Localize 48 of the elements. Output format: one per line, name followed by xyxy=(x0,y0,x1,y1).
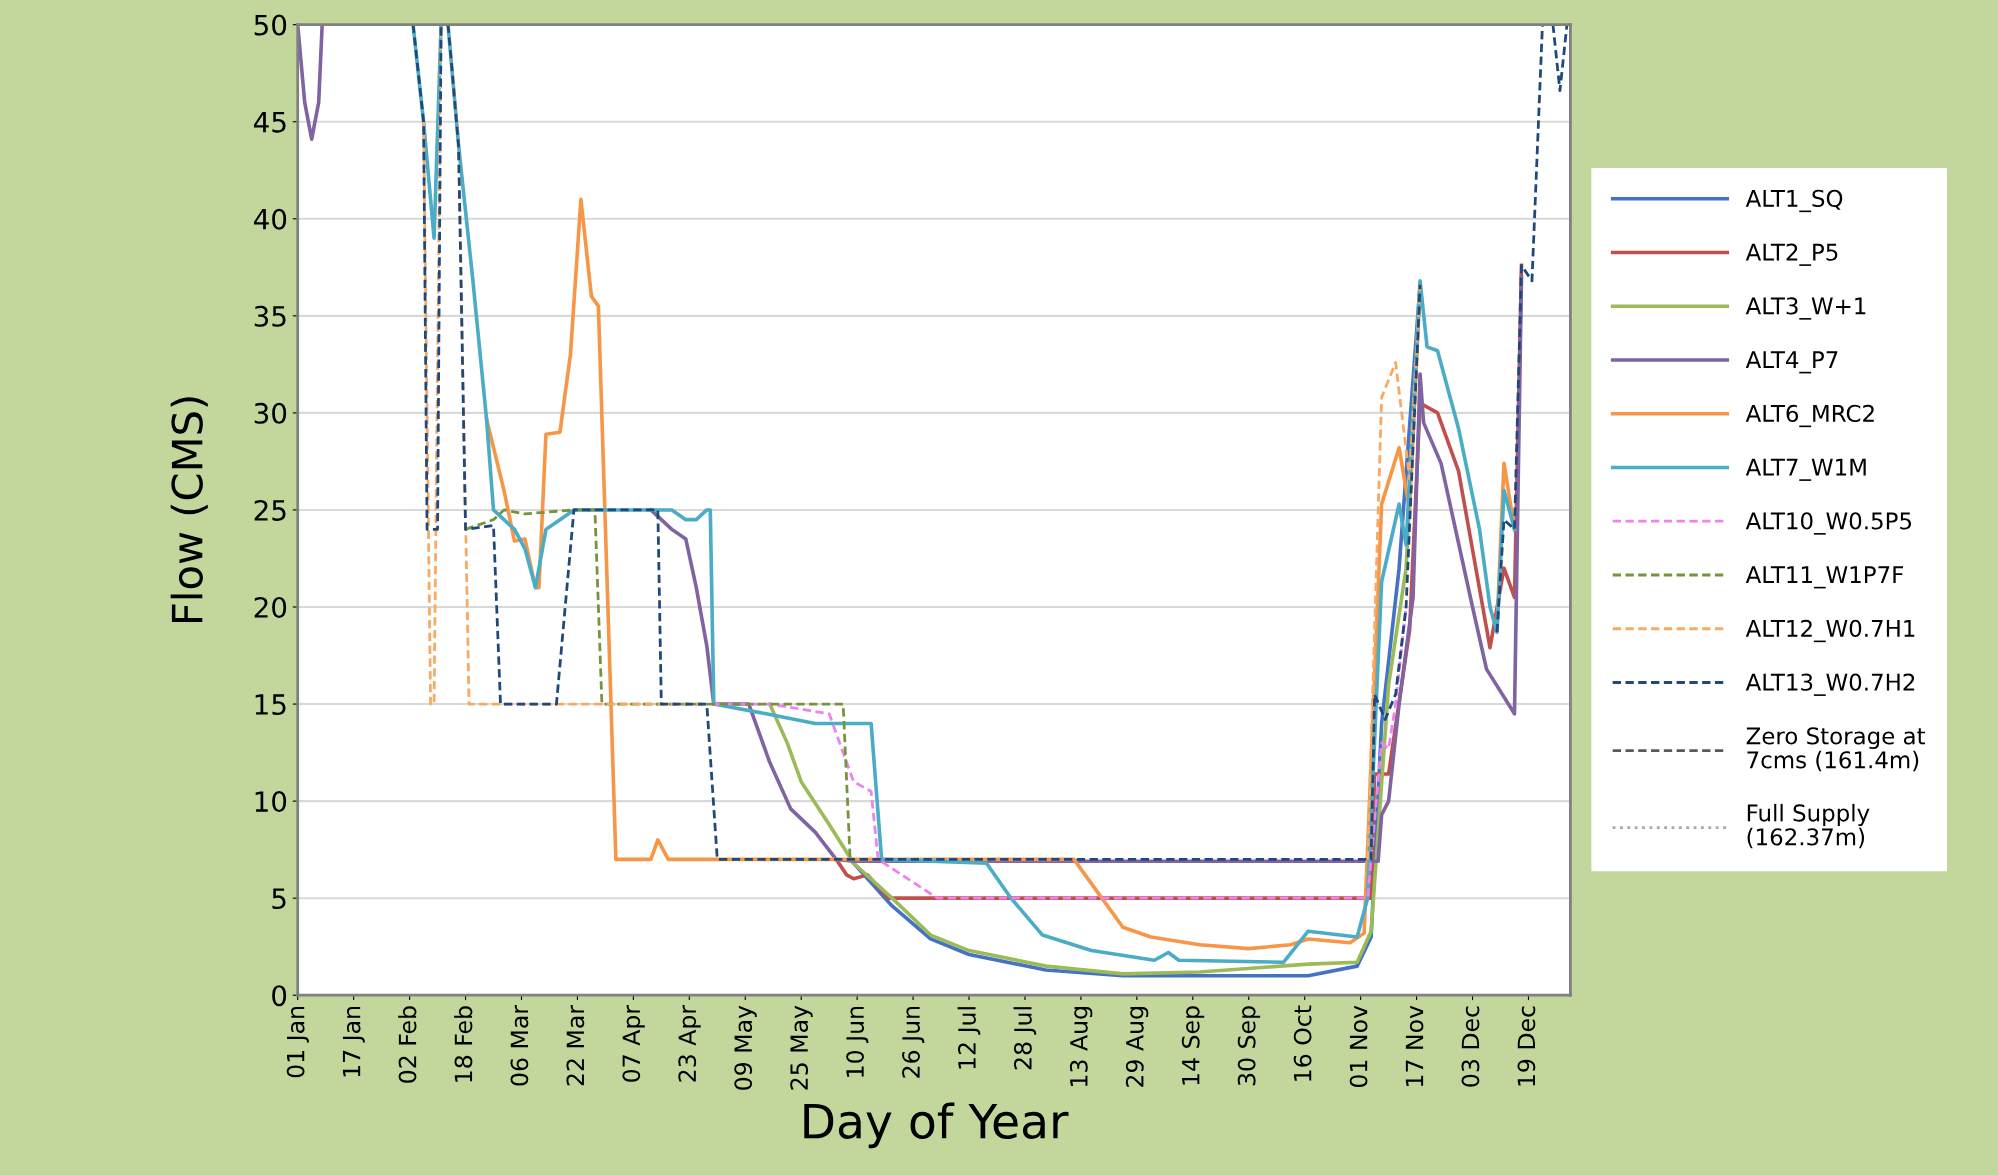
legend-label: ALT7_W1M xyxy=(1745,458,1866,481)
legend-label: ALT3_W+1 xyxy=(1745,297,1866,320)
x-axis-title: Day of Year xyxy=(804,1102,1069,1149)
x-tick-label: 01 Jan xyxy=(286,1006,309,1078)
y-tick-label: 20 xyxy=(254,596,287,618)
y-tick-label: 0 xyxy=(272,985,287,1007)
y-tick-label: 45 xyxy=(253,112,286,133)
x-tick-label: 17 Jan xyxy=(342,1006,365,1077)
legend-label: ALT13_W0.7H2 xyxy=(1745,673,1915,696)
x-tick-label: 06 Mar xyxy=(510,1004,529,1086)
legend-label: ALT1_SQ xyxy=(1745,189,1843,213)
x-tick-label: 26 Jun xyxy=(902,1006,925,1078)
x-tick-label: 22 Mar xyxy=(566,1004,585,1086)
x-tick-label: 02 Feb xyxy=(398,1006,417,1083)
x-tick-label: 01 Nov xyxy=(1349,1005,1368,1088)
legend-label: ALT4_P7 xyxy=(1745,351,1838,374)
x-tick-label: 13 Aug xyxy=(1069,1007,1093,1087)
y-tick-label: 40 xyxy=(253,208,287,230)
y-tick-label: 25 xyxy=(254,499,286,521)
y-tick-label: 5 xyxy=(272,888,286,910)
x-tick-label: 28 Jul xyxy=(1013,1007,1037,1070)
y-tick-label: 15 xyxy=(255,694,286,716)
y-axis-title: Flow (CMS) xyxy=(170,397,208,623)
x-tick-label: 03 Dec xyxy=(1461,1006,1480,1087)
x-tick-label: 14 Sep xyxy=(1181,1006,1205,1085)
y-tick-label: 35 xyxy=(254,305,286,327)
x-tick-label: 18 Feb xyxy=(454,1006,473,1082)
x-tick-label: 19 Dec xyxy=(1517,1006,1536,1086)
y-tick-label: 50 xyxy=(254,14,287,36)
legend-label: ALT12_W0.7H1 xyxy=(1745,619,1915,643)
x-tick-label: 17 Nov xyxy=(1405,1005,1424,1086)
x-tick-label: 30 Sep xyxy=(1237,1006,1261,1086)
x-tick-label: 29 Aug xyxy=(1125,1007,1149,1087)
x-tick-label: 09 May xyxy=(734,1005,757,1090)
y-tick-label: 30 xyxy=(254,402,287,424)
legend-label: ALT6_MRC2 xyxy=(1745,404,1874,428)
y-tick-label: 10 xyxy=(255,791,287,813)
x-tick-label: 25 May xyxy=(790,1005,813,1090)
legend-label: ALT10_W0.5P5 xyxy=(1745,512,1912,535)
legend-label: ALT2_P5 xyxy=(1745,243,1838,266)
x-tick-label: 23 Apr xyxy=(678,1004,701,1082)
x-tick-label: 07 Apr xyxy=(622,1004,645,1082)
legend-label: ALT11_W1P7F xyxy=(1745,566,1904,589)
x-tick-label: 16 Oct xyxy=(1293,1005,1312,1081)
x-tick-label: 10 Jun xyxy=(846,1006,869,1077)
legend-label: Full Supply (162.37m) xyxy=(1747,803,1870,849)
x-tick-label: 12 Jul xyxy=(957,1007,981,1069)
legend-label: Zero Storage at 7cms (161.4m) xyxy=(1746,727,1926,772)
